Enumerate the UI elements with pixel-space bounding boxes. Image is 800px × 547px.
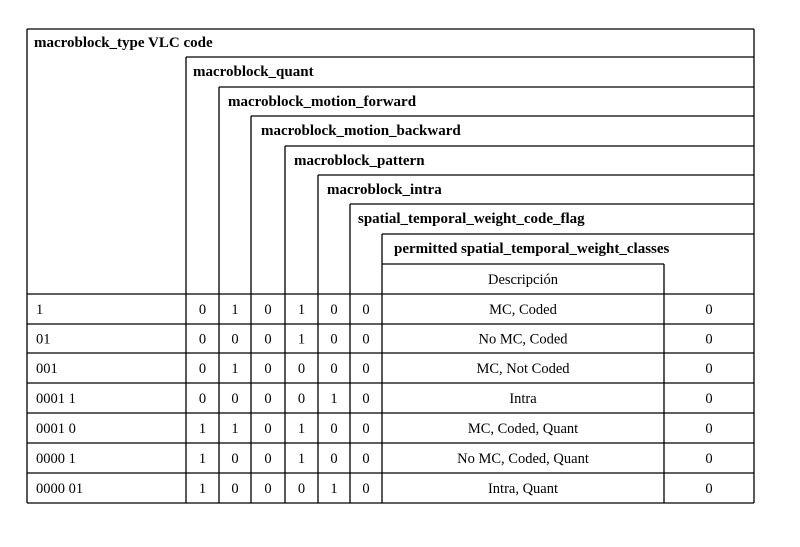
cell-stwc: 0 — [362, 481, 369, 497]
cell-permitted: 0 — [705, 332, 712, 348]
cell-permitted: 0 — [705, 302, 712, 318]
header-stwc-flag: spatial_temporal_weight_code_flag — [358, 211, 585, 227]
cell-pattern: 0 — [298, 391, 305, 407]
cell-desc: Intra — [509, 391, 537, 407]
cell-bwd: 0 — [264, 391, 271, 407]
cell-stwc: 0 — [362, 451, 369, 467]
cell-quant: 1 — [199, 451, 206, 467]
cell-stwc: 0 — [362, 421, 369, 437]
cell-quant: 1 — [199, 421, 206, 437]
header-description: Descripción — [488, 272, 559, 288]
cell-desc: MC, Coded, Quant — [468, 421, 578, 437]
cell-fwd: 1 — [231, 421, 238, 437]
cell-fwd: 0 — [231, 391, 238, 407]
table-row: 001 0 1 0 0 0 0 MC, Not Coded 0 — [36, 361, 713, 377]
cell-quant: 0 — [199, 391, 206, 407]
cell-fwd: 0 — [231, 481, 238, 497]
cell-quant: 1 — [199, 481, 206, 497]
cell-pattern: 0 — [298, 481, 305, 497]
table-row: 0000 1 1 0 0 1 0 0 No MC, Coded, Quant 0 — [36, 451, 713, 467]
cell-permitted: 0 — [705, 421, 712, 437]
cell-quant: 0 — [199, 332, 206, 348]
cell-permitted: 0 — [705, 481, 712, 497]
cell-stwc: 0 — [362, 332, 369, 348]
cell-intra: 0 — [330, 451, 337, 467]
table-row: 0000 01 1 0 0 0 1 0 Intra, Quant 0 — [36, 481, 713, 497]
cell-code: 0000 1 — [36, 451, 76, 467]
cell-intra: 0 — [330, 332, 337, 348]
header-macroblock-intra: macroblock_intra — [327, 182, 442, 198]
cell-bwd: 0 — [264, 421, 271, 437]
cell-bwd: 0 — [264, 332, 271, 348]
cell-stwc: 0 — [362, 361, 369, 377]
cell-intra: 1 — [330, 481, 337, 497]
cell-pattern: 1 — [298, 302, 305, 318]
header-macroblock-pattern: macroblock_pattern — [294, 153, 425, 169]
cell-intra: 0 — [330, 302, 337, 318]
cell-fwd: 1 — [231, 302, 238, 318]
cell-desc: MC, Coded — [489, 302, 557, 318]
table-row: 01 0 0 0 1 0 0 No MC, Coded 0 — [36, 332, 713, 348]
cell-pattern: 1 — [298, 421, 305, 437]
cell-bwd: 0 — [264, 451, 271, 467]
cell-stwc: 0 — [362, 391, 369, 407]
cell-bwd: 0 — [264, 302, 271, 318]
table-body: 1 0 1 0 1 0 0 MC, Coded 001 0 0 0 1 0 0 No MC, Coded 000… — [36, 302, 713, 497]
cell-code: 0000 01 — [36, 481, 83, 497]
table-row: 0001 1 0 0 0 0 1 0 Intra 0 — [36, 391, 713, 407]
header-motion-backward: macroblock_motion_backward — [261, 123, 461, 139]
cell-desc: No MC, Coded, Quant — [457, 451, 589, 467]
cell-intra: 0 — [330, 361, 337, 377]
header-motion-forward: macroblock_motion_forward — [228, 94, 417, 110]
cell-bwd: 0 — [264, 481, 271, 497]
cell-intra: 1 — [330, 391, 337, 407]
header-vlc-code: macroblock_type VLC code — [34, 35, 213, 51]
cell-quant: 0 — [199, 361, 206, 377]
cell-code: 1 — [36, 302, 43, 318]
cell-permitted: 0 — [705, 391, 712, 407]
cell-code: 01 — [36, 332, 51, 348]
cell-desc: MC, Not Coded — [476, 361, 570, 377]
header-macroblock-quant: macroblock_quant — [193, 64, 314, 80]
table-row: 1 0 1 0 1 0 0 MC, Coded 0 — [36, 302, 713, 318]
cell-stwc: 0 — [362, 302, 369, 318]
cell-desc: No MC, Coded — [478, 332, 568, 348]
cell-pattern: 0 — [298, 361, 305, 377]
cell-fwd: 0 — [231, 451, 238, 467]
cell-code: 0001 1 — [36, 391, 76, 407]
cell-desc: Intra, Quant — [488, 481, 558, 497]
cell-bwd: 0 — [264, 361, 271, 377]
cell-quant: 0 — [199, 302, 206, 318]
cell-code: 0001 0 — [36, 421, 76, 437]
header-permitted-classes: permitted spatial_temporal_weight_classe… — [394, 241, 670, 257]
table-grid-lines — [26, 28, 755, 504]
cell-fwd: 0 — [231, 332, 238, 348]
cell-pattern: 1 — [298, 451, 305, 467]
cell-fwd: 1 — [231, 361, 238, 377]
cell-intra: 0 — [330, 421, 337, 437]
cell-pattern: 1 — [298, 332, 305, 348]
cell-code: 001 — [36, 361, 58, 377]
table-row: 0001 0 1 1 0 1 0 0 MC, Coded, Quant 0 — [36, 421, 713, 437]
cell-permitted: 0 — [705, 361, 712, 377]
cell-permitted: 0 — [705, 451, 712, 467]
